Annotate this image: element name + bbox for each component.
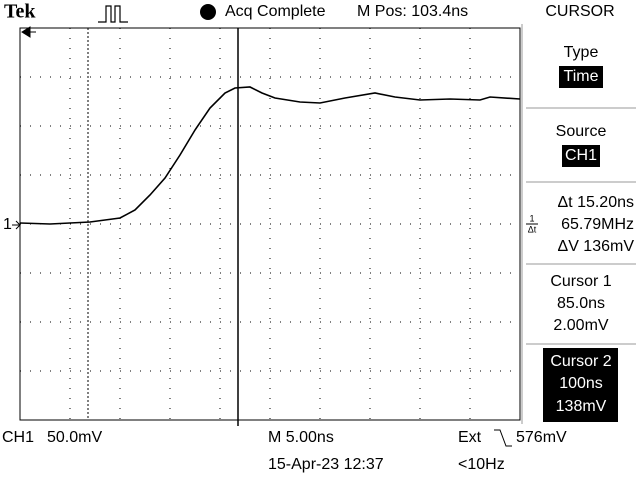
brand: Tek [4, 1, 36, 23]
datetime: 15-Apr-23 12:37 [268, 456, 384, 473]
type-label: Type [564, 44, 599, 61]
cursor2-box[interactable] [543, 348, 618, 422]
delta-t: Δt 15.20ns [557, 194, 634, 211]
trigger-source: Ext [458, 429, 482, 446]
trigger-frequency: <10Hz [458, 456, 505, 473]
menu-title: CURSOR [545, 3, 614, 20]
channel-scale: 50.0mV [47, 429, 102, 446]
acq-status: Acq Complete [225, 3, 326, 20]
cursor1-time: 85.0ns [557, 295, 605, 312]
source-value-box[interactable] [562, 145, 600, 167]
channel: CH1 [2, 429, 34, 446]
cursor2-time[interactable]: 100ns [559, 375, 603, 392]
cursor1-volts: 2.00mV [553, 317, 608, 334]
source-value[interactable]: CH1 [565, 147, 597, 164]
run-indicator [200, 4, 216, 20]
freq-symbol-num: 1 [529, 213, 534, 223]
acq-icon [98, 5, 128, 23]
cursor2-volts[interactable]: 138mV [556, 398, 607, 415]
trigger-level: 576mV [516, 429, 567, 446]
freq-symbol-den: Δt [528, 224, 537, 234]
frequency: 65.79MHz [561, 216, 634, 233]
channel-arrow [12, 220, 21, 230]
waveform [19, 86, 521, 225]
timebase: M 5.00ns [268, 429, 334, 446]
delta-v: ΔV 136mV [558, 238, 635, 255]
source-label: Source [556, 123, 607, 140]
cursor1-label: Cursor 1 [550, 273, 611, 290]
trigger-position-marker [21, 26, 36, 38]
graticule-border [19, 27, 521, 421]
cursor2-label[interactable]: Cursor 2 [550, 353, 611, 370]
trigger-slope [494, 429, 512, 447]
channel-marker: 1 [3, 216, 12, 233]
type-value-box[interactable] [559, 66, 603, 88]
type-value[interactable]: Time [564, 68, 599, 85]
graticule [20, 28, 520, 420]
position: M Pos: 103.4ns [357, 3, 468, 20]
